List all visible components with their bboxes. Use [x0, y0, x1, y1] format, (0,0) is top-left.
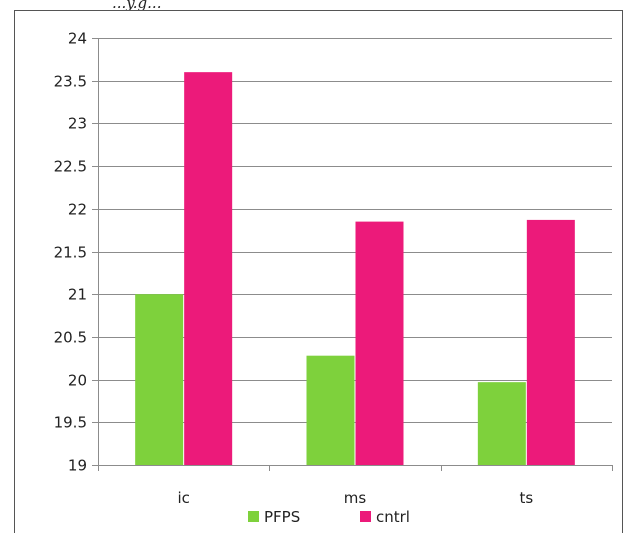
bar-pfps-ts	[477, 382, 526, 465]
chart-border	[14, 10, 623, 533]
x-category-label: ms	[344, 489, 367, 507]
bar-pfps-ms	[306, 355, 355, 465]
bar-pfps-ic	[135, 294, 184, 465]
axes	[92, 38, 613, 471]
bars	[135, 72, 575, 465]
gridlines	[98, 38, 612, 423]
y-tick-label: 24	[68, 30, 87, 48]
y-tick-label: 22	[68, 201, 87, 219]
bar-cntrl-ts	[526, 219, 575, 465]
y-tick-label: 20	[68, 372, 87, 390]
y-tick-label: 19	[68, 457, 87, 475]
legend: PFPS cntrl	[248, 508, 410, 526]
x-category-label: ic	[177, 489, 189, 507]
y-tick-label: 20.5	[54, 329, 87, 347]
y-tick-label: 21	[68, 286, 87, 304]
y-tick-label: 23.5	[54, 73, 87, 91]
cropped-header-text: ...y.g...	[112, 0, 161, 12]
y-tick-label: 23	[68, 115, 87, 133]
legend-label-pfps: PFPS	[264, 508, 300, 526]
bar-cntrl-ic	[184, 72, 233, 465]
y-tick-label: 21.5	[54, 244, 87, 262]
legend-swatch-pfps	[248, 511, 259, 522]
x-category-label: ts	[519, 489, 533, 507]
legend-swatch-cntrl	[360, 511, 371, 522]
y-tick-label: 19.5	[54, 414, 87, 432]
y-tick-label: 22.5	[54, 158, 87, 176]
bar-cntrl-ms	[355, 221, 404, 465]
legend-label-cntrl: cntrl	[376, 508, 410, 526]
axis-labels: 19 19.5 20 20.5 21 21.5 22 22.5 23 23.5 24 ic ms ts	[54, 30, 534, 508]
